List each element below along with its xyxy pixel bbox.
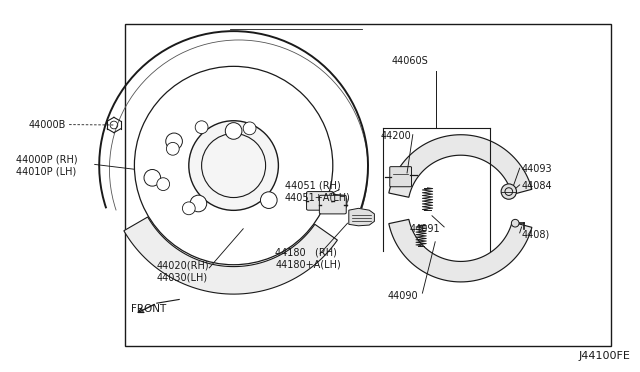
Text: 44200: 44200 [381,131,412,141]
FancyBboxPatch shape [390,167,412,187]
Ellipse shape [511,219,519,227]
Ellipse shape [501,184,516,199]
FancyBboxPatch shape [307,192,333,210]
Polygon shape [124,217,337,294]
Ellipse shape [166,133,182,150]
Ellipse shape [144,170,161,186]
Ellipse shape [157,178,170,190]
Text: 44000B: 44000B [29,120,66,129]
Ellipse shape [182,202,195,215]
Polygon shape [324,193,347,212]
Polygon shape [349,208,374,226]
Ellipse shape [195,121,208,134]
Polygon shape [389,135,532,197]
Ellipse shape [225,123,242,139]
Ellipse shape [260,192,277,208]
Text: 44090: 44090 [387,291,418,301]
Text: 44000P (RH)
44010P (LH): 44000P (RH) 44010P (LH) [16,155,77,176]
Ellipse shape [190,195,207,212]
Text: 44180   (RH)
44180+A(LH): 44180 (RH) 44180+A(LH) [275,248,341,269]
Text: 44084: 44084 [522,181,552,191]
FancyBboxPatch shape [319,195,346,214]
Text: 44060S: 44060S [391,57,428,66]
Ellipse shape [243,122,256,135]
Polygon shape [389,219,532,282]
Text: J44100FE: J44100FE [579,351,630,361]
Text: 44093: 44093 [522,164,552,174]
Ellipse shape [166,142,179,155]
Text: 44091: 44091 [410,224,440,234]
Text: FRONT: FRONT [131,304,166,314]
Text: 44020(RH)
44030(LH): 44020(RH) 44030(LH) [157,261,209,282]
Ellipse shape [189,121,278,210]
Text: 4408): 4408) [522,230,550,239]
Text: 44051 (RH)
44051+A(LH): 44051 (RH) 44051+A(LH) [285,181,351,202]
